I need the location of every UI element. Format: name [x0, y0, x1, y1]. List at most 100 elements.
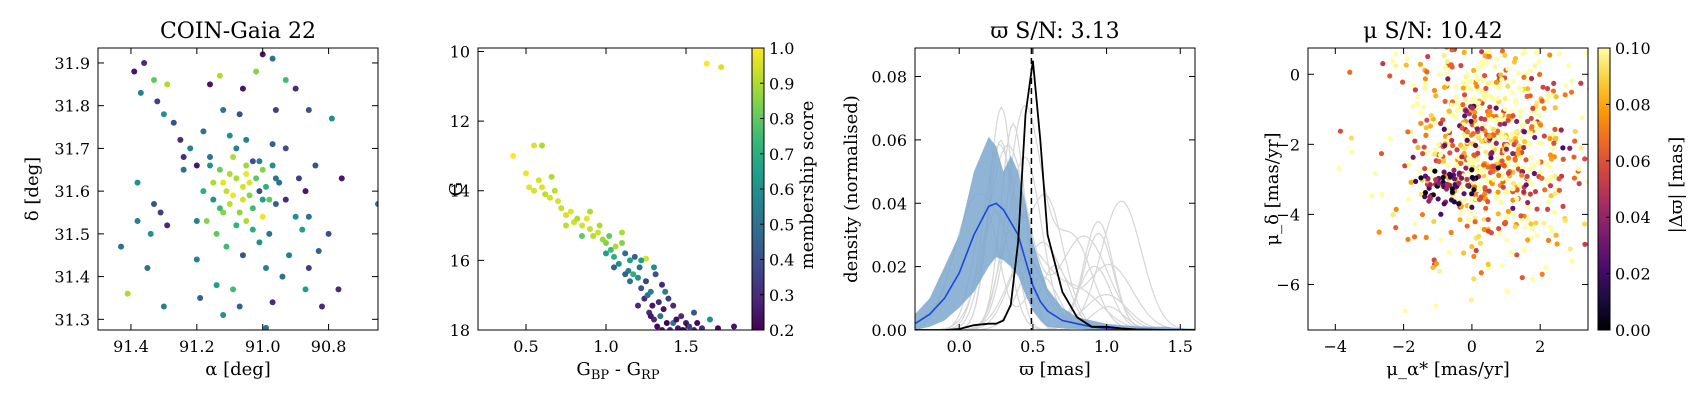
cluster-star-point	[1427, 182, 1433, 188]
y-tick-label: 0	[1290, 65, 1300, 84]
cmd-point	[542, 191, 549, 198]
y-tick-label: 31.8	[54, 97, 90, 116]
y-tick-label: 0.02	[871, 258, 907, 277]
field-star-point	[1552, 105, 1558, 111]
field-star-point	[1493, 79, 1500, 85]
x-tick-label: 0.5	[513, 337, 538, 356]
field-star-point	[1453, 94, 1459, 100]
field-star-point	[1424, 117, 1430, 123]
star-point	[263, 324, 269, 330]
colorbar1-tick-label: 0.2	[769, 321, 794, 340]
field-star-point	[1485, 261, 1491, 267]
field-star-point	[1472, 219, 1478, 225]
field-star-point	[1537, 122, 1544, 128]
field-star-point	[1558, 127, 1564, 133]
field-star-point	[1468, 297, 1475, 303]
field-star-point	[1387, 136, 1393, 142]
field-star-point	[1461, 49, 1467, 55]
field-star-point	[1483, 85, 1489, 92]
field-star-point	[1452, 83, 1458, 89]
field-star-point	[1499, 77, 1505, 83]
field-star-point	[1449, 102, 1455, 108]
cmd-point	[647, 313, 654, 320]
star-point	[213, 230, 220, 237]
cmd-point	[563, 212, 569, 219]
cluster-star-point	[1436, 180, 1442, 187]
field-star-point	[1475, 65, 1481, 71]
field-star-point	[1502, 121, 1508, 127]
field-star-point	[1399, 79, 1406, 85]
field-star-point	[1473, 247, 1479, 254]
field-star-point	[1336, 166, 1342, 172]
colorbar2-tick-label: 0.08	[1615, 95, 1651, 114]
field-star-point	[1438, 237, 1444, 243]
field-star-point	[1553, 94, 1559, 100]
field-star-point	[1464, 129, 1470, 135]
field-star-point	[1491, 163, 1497, 169]
star-point	[164, 222, 171, 229]
x-tick-label: 91.4	[113, 337, 149, 356]
field-star-point	[1505, 16, 1510, 21]
field-star-point	[1421, 3, 1426, 8]
panel2-xlabel: GBP - GRP	[576, 359, 659, 383]
cmd-point	[630, 271, 637, 278]
cluster-star-point	[1422, 194, 1428, 200]
panel4-points	[1336, 3, 1588, 314]
star-point	[216, 205, 223, 212]
field-star-point	[1533, 220, 1539, 226]
cmd-point	[659, 281, 665, 288]
star-point	[220, 179, 227, 186]
field-star-point	[1486, 188, 1492, 194]
field-star-point	[1491, 132, 1497, 138]
field-star-point	[1422, 76, 1428, 82]
cluster-star-point	[1463, 165, 1469, 171]
field-star-point	[1436, 158, 1442, 165]
field-star-point	[1408, 179, 1414, 185]
field-star-point	[1471, 113, 1478, 120]
field-star-point	[1403, 62, 1409, 68]
field-star-point	[1418, 120, 1424, 126]
star-point	[213, 282, 220, 289]
field-star-point	[1420, 104, 1426, 110]
star-point	[151, 200, 157, 207]
field-star-point	[1494, 56, 1500, 62]
field-star-point	[1551, 80, 1557, 86]
star-point	[292, 85, 299, 92]
panel4-title: μ S/N: 10.42	[1363, 19, 1503, 44]
panel4-ticks: −4 −2 0 2 0 −2 −4 −6	[1276, 48, 1588, 356]
field-star-point	[1547, 52, 1553, 58]
star-point	[302, 188, 309, 195]
star-point	[160, 303, 167, 310]
field-star-point	[1492, 136, 1498, 142]
field-star-point	[1475, 156, 1481, 162]
field-star-point	[1482, 185, 1488, 191]
field-star-point	[1444, 58, 1451, 65]
field-star-point	[1556, 51, 1563, 57]
star-point	[249, 158, 256, 165]
field-star-point	[1474, 126, 1480, 132]
star-point	[223, 188, 230, 195]
field-star-point	[1442, 142, 1448, 149]
colorbar2-tick-label: 0.02	[1615, 265, 1651, 284]
field-star-point	[1556, 187, 1562, 193]
panel1-title: COIN-Gaia 22	[160, 19, 316, 44]
cmd-point	[531, 142, 537, 149]
field-star-point	[1503, 146, 1510, 152]
field-star-point	[1522, 225, 1528, 231]
cluster-star-point	[1456, 180, 1462, 186]
field-star-point	[1502, 96, 1508, 102]
colorbar1-tick-label: 0.8	[769, 110, 794, 129]
field-star-point	[1504, 214, 1510, 220]
colorbar1-tick-label: 0.5	[769, 215, 794, 234]
field-star-point	[1541, 105, 1547, 111]
field-star-point	[1510, 78, 1516, 85]
field-star-point	[1454, 163, 1460, 169]
field-star-point	[1432, 147, 1439, 153]
field-star-point	[1436, 268, 1443, 274]
field-star-point	[1449, 137, 1455, 144]
field-star-point	[1476, 186, 1482, 193]
star-point	[210, 179, 217, 186]
field-star-point	[1469, 243, 1475, 250]
field-star-point	[1412, 220, 1418, 226]
field-star-point	[1478, 270, 1484, 276]
